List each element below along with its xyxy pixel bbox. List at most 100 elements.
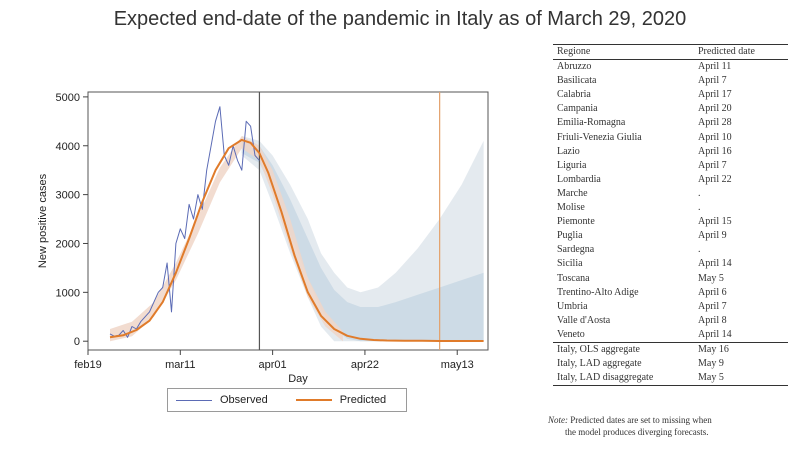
table-header-row: Regione Predicted date [553,44,788,60]
table-row-aggregate: Italy, OLS aggregate May 16 [553,342,788,357]
series-line-predicted [109,138,484,342]
region-cell: Liguria [557,159,587,171]
region-cell: Molise [557,202,585,214]
aggregate-date-cell: May 16 [698,343,729,355]
table-row: Puglia April 9 [553,229,788,243]
legend-swatch-predicted [295,399,332,401]
region-cell: Calabria [557,89,591,101]
date-cell: April 15 [698,216,732,228]
legend-item-predicted: Predicted [295,394,387,406]
table-row: Sicilia April 14 [553,257,788,271]
date-cell: . [698,202,701,214]
legend-label-predicted: Predicted [339,394,387,406]
y-tick-label-1000: 1000 [56,287,80,299]
date-cell: April 7 [698,159,727,171]
y-axis-label: New positive cases [37,173,49,268]
note-line-1: Predicted dates are set to missing when [570,415,712,425]
date-cell: May 5 [698,272,724,284]
region-cell: Puglia [557,230,583,242]
date-cell: April 17 [698,89,732,101]
table-row: Friuli-Venezia Giulia April 10 [553,131,788,145]
date-cell: . [698,244,701,256]
date-cell: April 9 [698,230,727,242]
chart-legend: Observed Predicted [167,388,407,412]
date-cell: April 22 [698,173,732,185]
region-cell: Marche [557,187,588,199]
table-row: Emilia-Romagna April 28 [553,116,788,130]
table-row: Veneto April 14 [553,328,788,343]
header-region: Regione [557,46,591,57]
x-axis-label: Day [288,373,308,385]
region-cell: Campania [557,103,598,115]
table-row: Liguria April 7 [553,159,788,173]
region-cell: Basilicata [557,75,597,87]
region-cell: Toscana [557,272,590,284]
y-tick-label-5000: 5000 [56,92,80,104]
table-row: Lazio April 16 [553,145,788,159]
date-cell: April 7 [698,300,727,312]
y-tick-label-0: 0 [74,336,80,348]
table-row: Marche. [553,187,788,201]
date-cell: April 11 [698,61,732,73]
table-row: Lombardia April 22 [553,173,788,187]
date-cell: April 28 [698,117,732,129]
table-row: Valle d'Aosta April 8 [553,314,788,328]
region-cell: Piemonte [557,216,595,228]
legend-label-observed: Observed [220,394,268,406]
x-tick-label-4: may13 [441,359,474,371]
y-tick-label-4000: 4000 [56,141,80,153]
aggregate-date-cell: May 9 [698,358,724,370]
y-tick-label-3000: 3000 [56,190,80,202]
aggregate-label-cell: Italy, LAD disaggregate [557,372,654,384]
region-cell: Valle d'Aosta [557,314,611,326]
region-cell: Lazio [557,145,580,157]
date-cell: April 6 [698,286,727,298]
date-cell: April 7 [698,75,727,87]
date-cell: April 14 [698,258,732,270]
table-row: Molise. [553,201,788,215]
date-cell: April 10 [698,131,732,143]
aggregate-date-cell: May 5 [698,372,724,384]
region-cell: Emilia-Romagna [557,117,626,129]
date-cell: April 16 [698,145,732,157]
predicted-dates-table: Regione Predicted date Abruzzo April 11 Ba… [553,44,788,386]
table-note: Note: Predicted dates are set to missing… [548,414,793,438]
region-cell: Abruzzo [557,61,592,73]
table-row: Piemonte April 15 [553,215,788,229]
table-row: Campania April 20 [553,102,788,116]
table-row: Trentino-Alto Adige April 6 [553,286,788,300]
region-cell: Umbria [557,300,588,312]
x-tick-label-2: apr01 [259,359,287,371]
table-row: Basilicata April 7 [553,74,788,88]
chart-title: Expected end-date of the pandemic in Ita… [113,8,687,30]
table-row-aggregate: Italy, LAD disaggregate May 5 [553,371,788,386]
date-cell: . [698,187,701,199]
region-cell: Veneto [557,328,585,340]
x-tick-label-1: mar11 [165,359,195,371]
x-tick-label-3: apr22 [351,359,379,371]
date-cell: April 20 [698,103,732,115]
region-cell: Lombardia [557,173,601,185]
table-row: Calabria April 17 [553,88,788,102]
series-line-observed [109,106,260,338]
region-cell: Sardegna [557,244,595,256]
aggregate-label-cell: Italy, LAD aggregate [557,358,642,370]
region-cell: Trentino-Alto Adige [557,286,639,298]
x-tick-label-0: feb19 [74,359,102,371]
note-line-2: the model produces diverging forecasts. [565,427,709,437]
y-tick-label-2000: 2000 [56,238,80,250]
aggregate-label-cell: Italy, OLS aggregate [557,343,640,355]
table-row: Toscana May 5 [553,272,788,286]
region-cell: Friuli-Venezia Giulia [557,131,642,143]
note-label: Note: [548,415,568,425]
table-row-aggregate: Italy, LAD aggregate May 9 [553,357,788,371]
table-row: Umbria April 7 [553,300,788,314]
confidence-band-0 [241,136,484,342]
header-predicted-date: Predicted date [698,46,755,57]
table-row: Sardegna. [553,243,788,257]
legend-swatch-observed [176,399,212,401]
legend-item-observed: Observed [176,394,268,406]
date-cell: April 14 [698,328,732,340]
table-row: Abruzzo April 11 [553,60,788,75]
